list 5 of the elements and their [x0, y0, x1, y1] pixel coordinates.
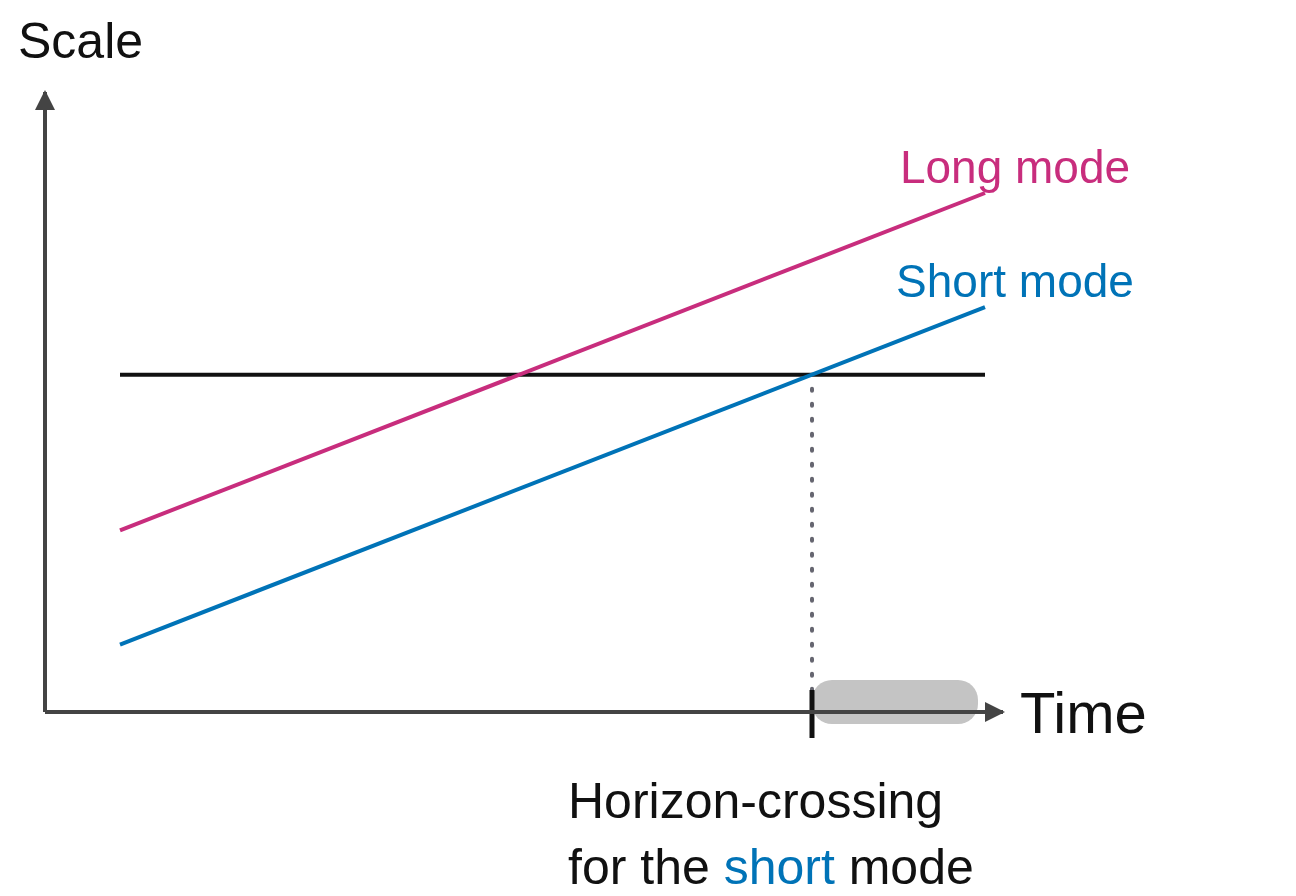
y-axis-title: Scale: [18, 13, 144, 69]
x-axis-title: Time: [1020, 680, 1147, 745]
series-label: Long mode: [899, 141, 1131, 193]
text: Horizon-crossing for the short mode: [568, 773, 974, 895]
series-label: Short mode: [896, 255, 1134, 308]
